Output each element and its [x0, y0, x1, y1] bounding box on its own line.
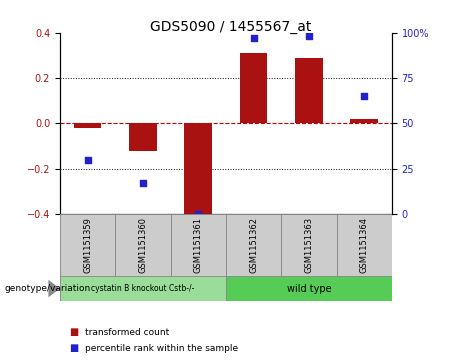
Bar: [115, 214, 171, 276]
Bar: [337, 214, 392, 276]
Text: GSM1151362: GSM1151362: [249, 217, 258, 273]
Text: percentile rank within the sample: percentile rank within the sample: [85, 344, 238, 353]
Text: ■: ■: [69, 343, 78, 354]
Text: ■: ■: [69, 327, 78, 337]
Text: genotype/variation: genotype/variation: [5, 284, 91, 293]
Text: GSM1151360: GSM1151360: [138, 217, 148, 273]
Bar: [171, 214, 226, 276]
Bar: [350, 119, 378, 123]
Point: [139, 180, 147, 186]
Text: GSM1151361: GSM1151361: [194, 217, 203, 273]
Text: transformed count: transformed count: [85, 328, 170, 337]
Text: GDS5090 / 1455567_at: GDS5090 / 1455567_at: [150, 20, 311, 34]
Bar: [60, 214, 115, 276]
Polygon shape: [48, 280, 60, 297]
Text: GSM1151359: GSM1151359: [83, 217, 92, 273]
Point: [84, 157, 91, 163]
Point: [250, 35, 257, 41]
Point: [195, 211, 202, 217]
Point: [361, 93, 368, 99]
Bar: [74, 123, 101, 128]
Bar: [226, 276, 392, 301]
Text: wild type: wild type: [287, 284, 331, 294]
Bar: [226, 214, 281, 276]
Point: [305, 33, 313, 39]
Bar: [184, 123, 212, 216]
Text: GSM1151363: GSM1151363: [304, 217, 313, 273]
Bar: [281, 214, 337, 276]
Bar: [60, 276, 226, 301]
Bar: [295, 58, 323, 123]
Text: GSM1151364: GSM1151364: [360, 217, 369, 273]
Text: cystatin B knockout Cstb-/-: cystatin B knockout Cstb-/-: [91, 284, 195, 293]
Bar: [240, 53, 267, 123]
Bar: [129, 123, 157, 151]
